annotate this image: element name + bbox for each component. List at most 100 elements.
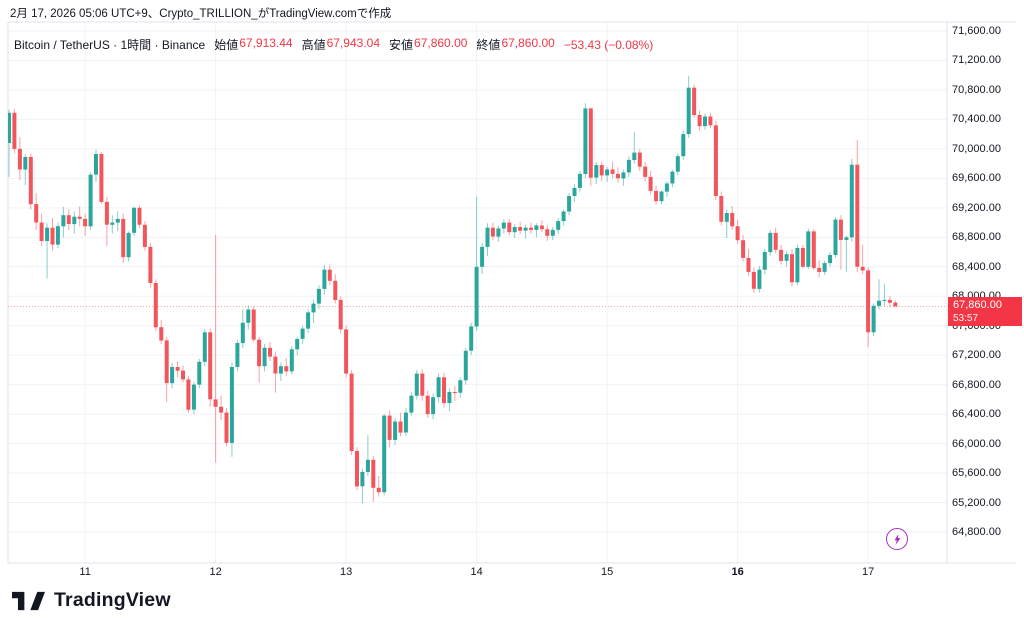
candle-body [344,329,349,374]
candle-body [240,322,245,344]
price-axis-label: 71,600.00 [952,25,1001,37]
candle-body [142,224,147,247]
candle-body [121,218,126,258]
candle-body [887,299,892,303]
candle-body [376,487,381,493]
candle-body [719,196,724,222]
candle-body [670,171,675,184]
price-axis-label: 68,400.00 [952,260,1001,273]
symbol-title[interactable]: Bitcoin / TetherUS · 1時間 · Binance [14,38,206,52]
candle-body [273,356,278,374]
candle-body [61,215,66,227]
candle-body [50,227,55,245]
candle-body [811,231,816,268]
candle-body [246,309,251,323]
symbol-legend[interactable]: Bitcoin / TetherUS · 1時間 · Binance 始値 67,… [14,36,653,53]
candle-body [741,240,746,258]
candle-body [822,263,827,272]
candle-body [556,221,561,230]
candle-body [561,211,566,222]
candle-body [838,219,843,240]
candle-body [583,108,588,174]
candle-body [452,392,457,393]
candle-body [34,204,39,223]
candle-body [806,231,811,267]
time-axis-label: 17 [862,566,875,578]
candle-body [104,201,109,225]
tradingview-logo-text: TradingView [54,589,171,611]
time-axis-label: 16 [731,566,744,578]
candle-body [512,227,517,233]
time-axis-label: 12 [209,566,222,578]
candle-body [474,266,479,327]
candle-body [175,367,180,371]
candle-body [235,343,240,367]
candle-body [708,116,713,126]
candle-body [539,225,544,230]
candle-body [675,156,680,172]
price-axis-label: 69,600.00 [952,172,1001,185]
price-axis-label: 66,000.00 [952,437,1001,450]
candle-body [855,164,860,267]
candle-body [338,299,343,330]
candle-body [99,154,104,202]
candle-body [795,248,800,283]
candle-body [529,227,533,230]
close-value: 終値 67,860.00 [476,36,555,52]
candle-body [284,366,289,372]
candle-body [779,249,784,261]
candle-body [567,196,572,212]
price-axis-label: 65,600.00 [952,467,1001,480]
candle-body [257,339,262,367]
pane-frame [7,21,1016,564]
candle-body [371,459,376,488]
candle-body [882,299,887,301]
boost-button[interactable] [886,528,908,550]
candle-body [490,227,495,237]
candle-body [871,305,876,333]
candle-body [23,157,28,170]
attribution-text: 2月 17, 2026 05:06 UTC+9、Crypto_TRILLION_… [10,8,392,20]
candle-body [55,226,60,245]
candle-body [757,269,762,289]
candle-body [251,309,256,340]
candle-body [480,246,485,267]
candle-body [577,173,582,188]
candle-body [436,377,441,398]
candle-body [588,108,593,178]
candles-layer[interactable] [7,75,898,504]
bar-close-countdown: 53:57 [953,312,979,324]
candle-body [860,266,865,271]
candle-body [697,115,702,127]
candle-body [278,366,283,374]
candle-body [311,303,316,313]
candle-body [409,395,414,413]
price-axis-label: 69,200.00 [952,201,1001,214]
candle-body [648,176,653,191]
candle-body [153,283,158,328]
candle-body [28,157,33,205]
candle-body [83,218,88,227]
candle-body [686,87,691,135]
candle-body [94,154,98,175]
candle-body [523,227,528,231]
candle-body [289,349,294,372]
candle-body [496,228,501,237]
candle-body [637,152,642,167]
candle-body [893,302,898,307]
candle-body [784,254,789,261]
candle-body [431,397,436,415]
candle-body [132,207,137,233]
candle-body [202,332,207,362]
candle-body [442,377,446,404]
candle-body [790,254,794,283]
last-price-label: 67,860.00 53:57 [948,296,1022,326]
candle-body [186,379,191,410]
candle-body [833,219,838,255]
candle-body [518,227,523,231]
candle-body [534,225,539,230]
candle-body [605,169,610,176]
candle-body [746,257,751,272]
candle-body [768,232,773,253]
